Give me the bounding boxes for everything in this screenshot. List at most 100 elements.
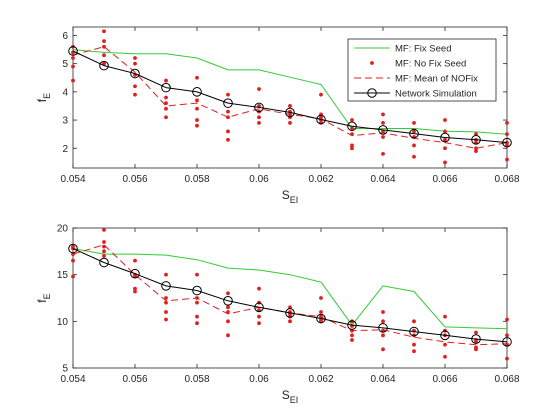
point-mf-no-fix-seed: [164, 300, 168, 305]
y-axis-label: fE: [35, 93, 52, 102]
y-tick-label: 5: [62, 59, 68, 70]
y-axis-label-main: f: [35, 299, 49, 303]
legend-swatch-mf-no-fix-seed: [370, 61, 374, 65]
line-network-simulation: [72, 50, 508, 144]
line-mf-fix-seed: [72, 49, 508, 135]
legend-label-mf-fix-seed: MF: Fix Seed: [395, 44, 452, 55]
line-network-simulation: [72, 248, 508, 343]
legend-box: [347, 38, 497, 102]
point-mf-no-fix-seed: [443, 146, 447, 151]
point-mf-no-fix-seed: [412, 129, 416, 134]
marker-network-simulation: [378, 125, 388, 135]
x-tick-label: 0.06: [249, 374, 269, 385]
point-mf-no-fix-seed: [133, 258, 137, 263]
point-mf-no-fix-seed: [226, 129, 230, 134]
y-tick-label: 15: [57, 270, 69, 281]
point-mf-no-fix-seed: [412, 120, 416, 125]
legend-marker-network-simulation: [367, 88, 377, 98]
point-mf-no-fix-seed: [381, 120, 385, 125]
marker-network-simulation: [409, 326, 419, 337]
y-axis-label-sub: E: [42, 293, 52, 299]
point-mf-no-fix-seed: [226, 92, 230, 97]
x-tick-label: 0.068: [494, 174, 519, 185]
point-mf-no-fix-seed: [505, 132, 509, 137]
point-mf-no-fix-seed: [257, 321, 261, 326]
y-tick-label: 20: [57, 224, 69, 235]
point-mf-no-fix-seed: [474, 146, 478, 151]
point-mf-no-fix-seed: [164, 101, 168, 106]
point-mf-no-fix-seed: [319, 296, 323, 300]
panel-2: 0.054 0.056 0.058 0.06 0.062 0.064 0.066 0.068 5…: [35, 224, 520, 406]
point-mf-no-fix-seed: [350, 143, 354, 148]
point-mf-no-fix-seed: [443, 314, 447, 319]
point-mf-no-fix-seed: [164, 296, 168, 300]
x-tick-label: 0.054: [60, 374, 85, 385]
plot-area: [72, 227, 508, 369]
point-mf-no-fix-seed: [226, 305, 230, 310]
point-mf-no-fix-seed: [164, 310, 168, 314]
point-mf-no-fix-seed: [381, 152, 385, 156]
point-mf-no-fix-seed: [71, 78, 75, 83]
x-tick-label: 0.06: [249, 174, 269, 185]
marker-network-simulation: [254, 302, 264, 313]
legend: MF: Fix Seed MF: No Fix Seed MF: Mean of N…: [347, 38, 497, 102]
legend-label-network-simulation: Network Simulation: [395, 89, 477, 100]
point-mf-no-fix-seed: [195, 300, 199, 305]
point-mf-no-fix-seed: [164, 272, 168, 277]
point-mf-no-fix-seed: [288, 104, 292, 108]
y-tick-label: 3: [62, 116, 68, 127]
x-axis-label-sub: EI: [290, 395, 299, 405]
point-mf-no-fix-seed: [257, 286, 261, 291]
x-tick-label: 0.058: [184, 374, 209, 385]
point-mf-no-fix-seed: [164, 78, 168, 83]
point-mf-no-fix-seed: [195, 75, 199, 80]
point-mf-no-fix-seed: [474, 149, 478, 153]
y-tick-label: 5: [62, 364, 68, 375]
point-mf-no-fix-seed: [288, 319, 292, 324]
point-mf-no-fix-seed: [164, 317, 168, 322]
point-mf-no-fix-seed: [319, 310, 323, 314]
marker-network-simulation: [68, 243, 78, 254]
point-mf-no-fix-seed: [71, 274, 75, 279]
point-mf-no-fix-seed: [350, 338, 354, 342]
point-mf-no-fix-seed: [257, 87, 261, 91]
panel-1: 0.054 0.056 0.058 0.06 0.062 0.064 0.066 0.068 2…: [35, 26, 520, 205]
marker-network-simulation: [409, 128, 419, 139]
marker-network-simulation: [99, 60, 109, 71]
x-tick-label: 0.062: [308, 174, 333, 185]
x-axis-label-sub: EI: [290, 195, 299, 205]
point-mf-no-fix-seed: [381, 112, 385, 117]
point-mf-no-fix-seed: [412, 342, 416, 347]
point-mf-no-fix-seed: [257, 115, 261, 120]
point-mf-no-fix-seed: [505, 356, 509, 361]
marker-network-simulation: [471, 334, 481, 344]
legend-label-mf-no-fix-seed: MF: No Fix Seed: [395, 59, 466, 70]
x-axis-label: SEI: [282, 388, 299, 405]
point-mf-no-fix-seed: [195, 314, 199, 319]
point-mf-no-fix-seed: [412, 154, 416, 159]
point-mf-no-fix-seed: [350, 333, 354, 338]
point-mf-no-fix-seed: [226, 333, 230, 338]
point-mf-no-fix-seed: [319, 92, 323, 97]
marker-network-simulation: [254, 102, 264, 113]
marker-network-simulation: [347, 121, 357, 132]
point-mf-no-fix-seed: [133, 286, 137, 291]
x-tick-label: 0.056: [122, 374, 147, 385]
x-axis-label-main: S: [282, 188, 290, 202]
point-mf-no-fix-seed: [195, 118, 199, 122]
point-mf-no-fix-seed: [350, 126, 354, 131]
point-mf-no-fix-seed: [195, 321, 199, 326]
point-mf-no-fix-seed: [505, 333, 509, 338]
point-mf-no-fix-seed: [257, 314, 261, 319]
marker-network-simulation: [502, 137, 512, 148]
point-mf-no-fix-seed: [474, 330, 478, 335]
x-tick-label: 0.066: [432, 374, 457, 385]
marker-network-simulation: [347, 320, 357, 330]
y-tick-label: 10: [57, 317, 69, 328]
marker-network-simulation: [440, 330, 450, 341]
point-mf-no-fix-seed: [381, 135, 385, 139]
point-mf-no-fix-seed: [102, 53, 106, 58]
x-tick-label: 0.056: [122, 174, 147, 185]
point-mf-no-fix-seed: [443, 160, 447, 165]
